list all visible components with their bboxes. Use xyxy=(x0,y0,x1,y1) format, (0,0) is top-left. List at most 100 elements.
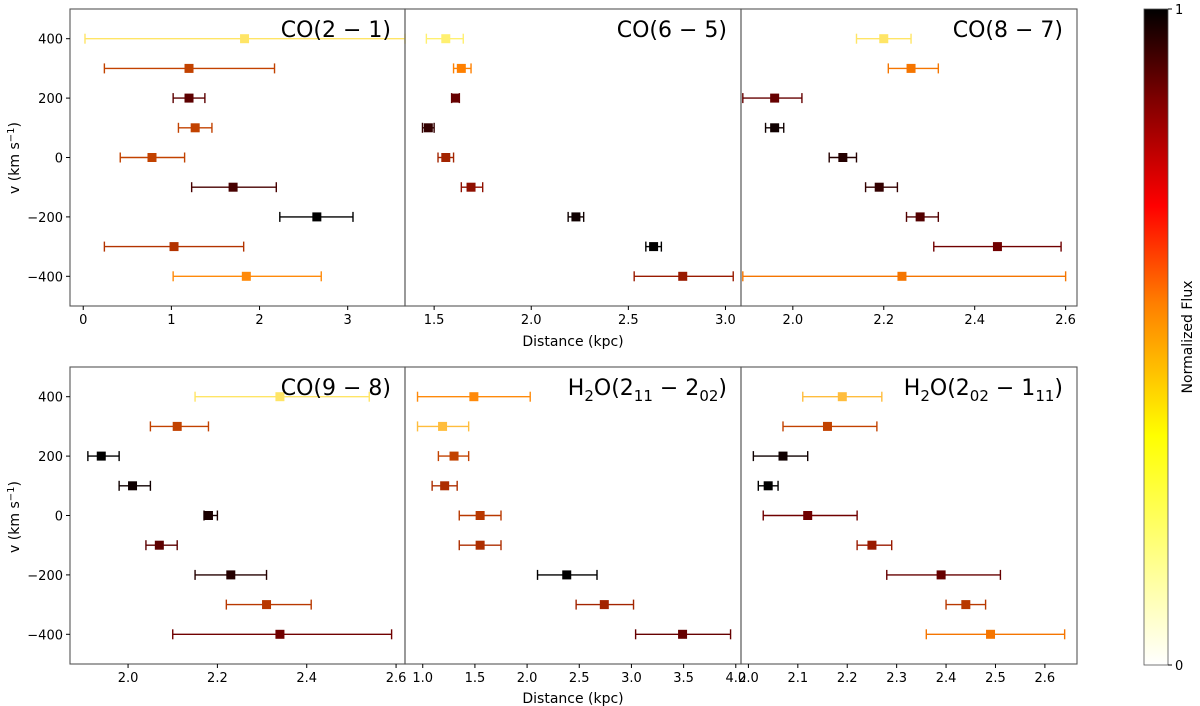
data-point xyxy=(149,421,210,432)
data-point xyxy=(416,421,470,432)
data-point xyxy=(177,122,213,133)
x-tick-label: 2.2 xyxy=(873,313,894,328)
marker xyxy=(441,34,451,44)
marker xyxy=(312,212,322,222)
panel-6: 2.0 2.1 2.2 2.3 2.4 2.5 2.6 H2O(202 − 111) xyxy=(738,366,1078,686)
marker xyxy=(897,271,907,281)
x-tick-label: 1.0 xyxy=(412,671,433,686)
data-point xyxy=(802,391,883,402)
x-tick-label: 3 xyxy=(344,313,352,328)
data-point xyxy=(945,599,987,610)
marker xyxy=(867,540,877,550)
colorbar-tick-label-min: 0 xyxy=(1175,659,1183,674)
y-tick-label: 0 xyxy=(55,510,63,525)
marker xyxy=(228,182,238,192)
x-tick-label: 3.0 xyxy=(715,313,736,328)
data-point xyxy=(742,271,1067,282)
x-tick-label: 2.4 xyxy=(964,313,985,328)
data-point xyxy=(752,451,809,462)
marker xyxy=(961,600,971,610)
data-point xyxy=(762,510,858,521)
x-tick-label: 2.4 xyxy=(296,671,317,686)
data-point xyxy=(905,211,940,222)
panel-title: H2O(211 − 202) xyxy=(568,376,727,405)
marker xyxy=(154,540,164,550)
data-point xyxy=(118,480,152,491)
data-point xyxy=(279,211,354,222)
data-point xyxy=(458,540,502,551)
panel-frame xyxy=(740,366,1078,665)
data-point xyxy=(864,182,899,193)
data-point xyxy=(172,271,322,282)
panel-title: CO(6 − 5) xyxy=(617,18,727,43)
data-point xyxy=(103,63,276,74)
marker xyxy=(678,629,688,639)
marker xyxy=(275,629,285,639)
marker xyxy=(147,153,157,162)
data-point xyxy=(421,122,435,133)
panel-title: CO(2 − 1) xyxy=(281,18,391,43)
data-point xyxy=(119,152,186,163)
x-tick-label: 2.0 xyxy=(782,313,803,328)
data-point xyxy=(450,93,461,104)
marker xyxy=(571,212,581,222)
data-point xyxy=(645,241,663,252)
x-tick-label: 2 xyxy=(255,313,263,328)
x-tick-label: 2.2 xyxy=(207,671,228,686)
marker xyxy=(262,600,272,610)
y-tick-label: −400 xyxy=(27,628,63,643)
panel-title: H2O(202 − 111) xyxy=(904,376,1063,405)
marker xyxy=(992,242,1002,252)
data-point xyxy=(634,629,732,640)
data-point xyxy=(431,480,458,491)
data-point xyxy=(887,63,940,74)
panel-3: 2.0 2.2 2.4 2.6 CO(8 − 7) xyxy=(740,8,1078,328)
marker xyxy=(241,271,251,281)
marker xyxy=(915,212,925,222)
x-tick-label: 3.0 xyxy=(621,671,642,686)
marker xyxy=(599,600,609,610)
x-tick-label: 1 xyxy=(167,313,175,328)
marker xyxy=(441,153,451,162)
colorbar-tick-label-max: 1 xyxy=(1175,3,1183,18)
data-point xyxy=(87,451,120,462)
y-tick-label: 200 xyxy=(38,450,63,465)
y-tick-label: 400 xyxy=(38,391,63,406)
panel-frame xyxy=(404,366,742,665)
marker xyxy=(562,570,572,580)
marker xyxy=(466,182,476,192)
panel-4: 400 200 0 −200 −400 2.0 2.2 2.4 2.6 CO(9 − 8) xyxy=(27,366,406,686)
data-point xyxy=(886,569,1002,580)
y-tick-label: −200 xyxy=(27,211,63,226)
x-tick-label: 2.5 xyxy=(985,671,1006,686)
data-point xyxy=(194,391,370,402)
marker xyxy=(438,421,448,431)
marker xyxy=(770,123,780,133)
x-tick-label: 0 xyxy=(79,313,87,328)
x-tick-label: 2.6 xyxy=(1035,671,1056,686)
data-point xyxy=(856,540,893,551)
x-tick-label: 1.5 xyxy=(424,313,445,328)
marker xyxy=(128,481,138,491)
x-tick-label: 2.3 xyxy=(886,671,907,686)
x-tick-label: 2.4 xyxy=(936,671,957,686)
marker xyxy=(874,182,884,192)
data-point xyxy=(172,629,393,640)
data-point xyxy=(203,510,219,521)
data-point xyxy=(437,451,470,462)
x-tick-label: 2.0 xyxy=(738,671,759,686)
marker xyxy=(172,421,182,431)
x-tick-label: 2.5 xyxy=(569,671,590,686)
data-point xyxy=(536,569,598,580)
marker xyxy=(169,242,179,252)
x-tick-label: 2.0 xyxy=(521,313,542,328)
x-tick-label: 2.1 xyxy=(787,671,808,686)
data-point xyxy=(458,510,502,521)
marker xyxy=(803,511,813,520)
panel-1: 400 200 0 −200 −400 0 1 2 3 CO(2 − 1) xyxy=(27,8,406,328)
data-point xyxy=(460,182,484,193)
y-tick-label: 400 xyxy=(38,33,63,48)
x-tick-label: 2.0 xyxy=(517,671,538,686)
data-point xyxy=(567,211,585,222)
